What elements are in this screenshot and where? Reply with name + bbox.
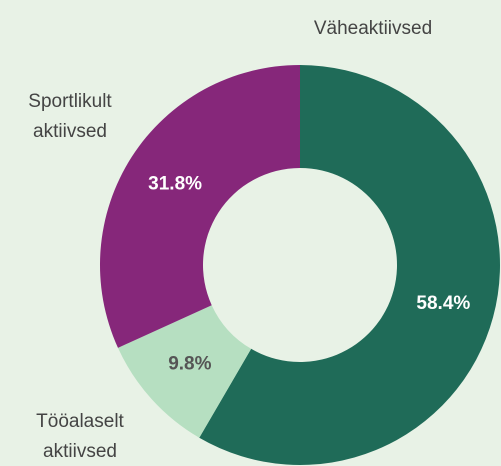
value-label: 9.8% xyxy=(168,354,211,375)
donut-slice xyxy=(117,305,252,438)
category-label: Väheaktiivsed xyxy=(313,18,433,39)
value-label: 31.8% xyxy=(148,174,202,195)
value-label: 58.4% xyxy=(416,293,470,314)
donut-slice xyxy=(100,65,300,348)
donut-slice xyxy=(199,65,501,466)
category-label: Sportlikult aktiivsed xyxy=(28,91,112,142)
category-label: Tööalaselt aktiivsed xyxy=(36,411,124,462)
